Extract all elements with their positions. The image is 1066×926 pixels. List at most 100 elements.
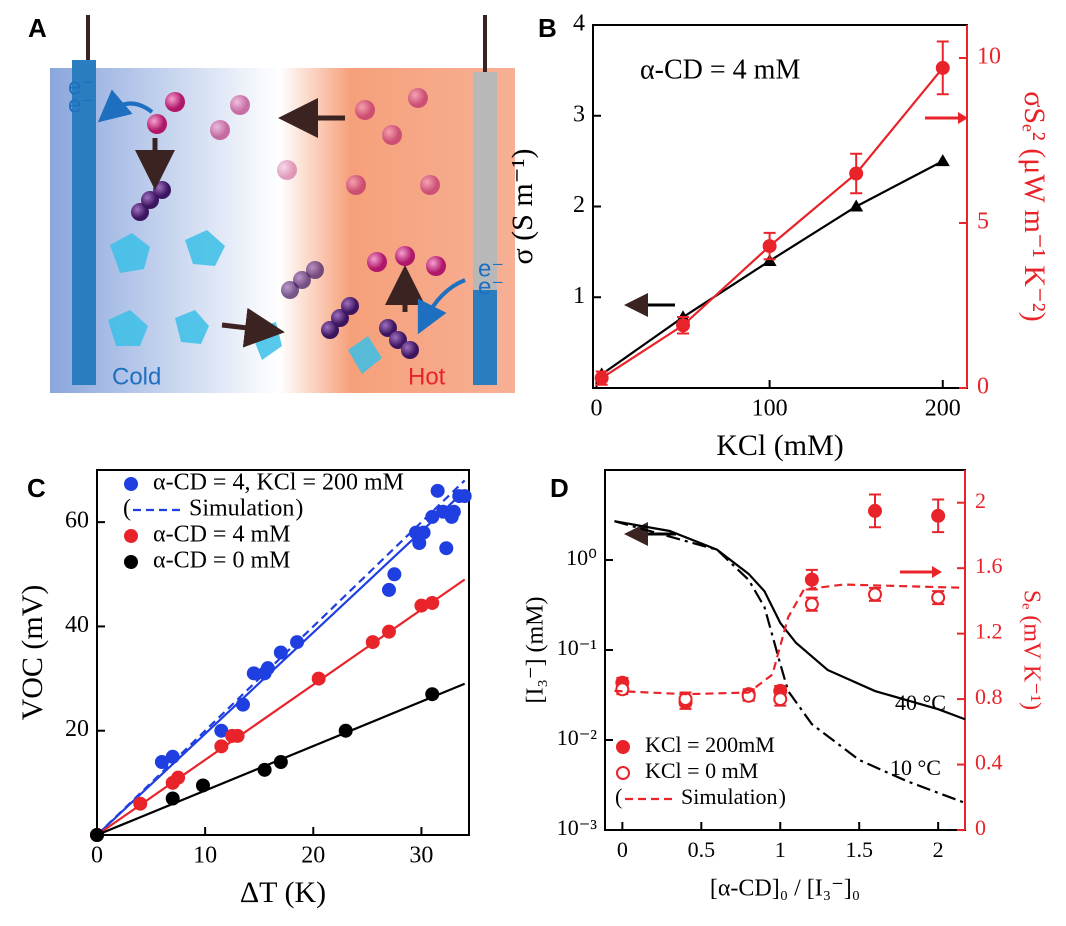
electron-label: e⁻ bbox=[68, 73, 94, 100]
marker bbox=[446, 504, 461, 519]
marker bbox=[387, 567, 402, 582]
legend-label: Simulation bbox=[681, 784, 778, 809]
series-line bbox=[614, 520, 966, 804]
marker bbox=[849, 199, 864, 212]
y2-axis-label: σSₑ² (μW m⁻¹ K⁻²) bbox=[1018, 91, 1051, 322]
annotation: 10 °C bbox=[890, 755, 941, 780]
x-tick-label: 0 bbox=[91, 843, 103, 869]
series-line bbox=[601, 67, 944, 380]
panel-label: B bbox=[538, 13, 557, 43]
x-tick-label: 20 bbox=[301, 843, 325, 869]
marker bbox=[616, 766, 630, 780]
y-tick-label: 60 bbox=[65, 508, 89, 534]
marker bbox=[154, 755, 169, 769]
x-tick-label: 30 bbox=[409, 843, 433, 869]
electron-label: e⁻ bbox=[68, 91, 94, 118]
arrows bbox=[135, 98, 425, 348]
y-tick-label: 4 bbox=[573, 11, 585, 37]
marker bbox=[439, 541, 454, 556]
marker bbox=[762, 239, 777, 254]
cold-electrode bbox=[72, 60, 96, 385]
axis-arrows bbox=[624, 112, 968, 578]
spheres bbox=[131, 88, 446, 359]
legend-bracket: ) bbox=[295, 496, 303, 522]
marker bbox=[124, 555, 138, 569]
marker bbox=[616, 740, 630, 754]
marker bbox=[381, 582, 396, 597]
y2-tick-label: 1.6 bbox=[975, 553, 1003, 578]
marker bbox=[935, 60, 950, 75]
panel-a: A e⁻ e⁻ e⁻ e⁻ Cold Hot bbox=[28, 13, 515, 393]
series-line bbox=[96, 578, 466, 836]
annotation: α-CD = 4 mM bbox=[640, 54, 800, 85]
legend-bracket: ) bbox=[779, 784, 786, 809]
cold-label: Cold bbox=[112, 363, 161, 390]
marker bbox=[594, 371, 609, 386]
marker bbox=[868, 503, 882, 518]
y-axis-label: VOC (mV) bbox=[16, 585, 49, 721]
marker bbox=[804, 597, 819, 612]
electron-arrow bbox=[417, 278, 466, 335]
marker bbox=[931, 590, 946, 605]
electron-label: e⁻ bbox=[478, 273, 504, 300]
x-tick-label: 100 bbox=[752, 396, 788, 422]
marker bbox=[849, 166, 864, 181]
panel-label: A bbox=[28, 13, 47, 43]
series-line bbox=[601, 160, 944, 376]
marker bbox=[615, 682, 630, 697]
y2-tick-label: 1.2 bbox=[975, 619, 1003, 644]
series-line bbox=[96, 682, 466, 837]
legend-label: α-CD = 4, KCl = 200 mM bbox=[153, 470, 404, 496]
electron-label: e⁻ bbox=[478, 255, 504, 282]
marker bbox=[311, 671, 326, 686]
y2-tick-label: 0.8 bbox=[975, 684, 1003, 709]
y2-tick-label: 10 bbox=[977, 44, 1001, 70]
x-axis-label: [α-CD]₀ / [I₃⁻]₀ bbox=[710, 876, 860, 902]
marker bbox=[804, 572, 819, 587]
y-tick-label: 20 bbox=[65, 716, 89, 742]
electrode-immersed bbox=[473, 290, 497, 385]
y2-tick-label: 5 bbox=[977, 209, 989, 235]
legend-bracket: ( bbox=[123, 496, 131, 522]
x-tick-label: 1.5 bbox=[845, 837, 873, 862]
x-tick-label: 10 bbox=[193, 843, 217, 869]
y-tick-label: 10⁻¹ bbox=[557, 635, 597, 660]
y-tick-label: 10⁻² bbox=[557, 725, 598, 750]
legend-label: Simulation bbox=[189, 496, 294, 522]
marker bbox=[235, 697, 250, 712]
series-line bbox=[96, 490, 466, 836]
marker bbox=[214, 723, 229, 738]
legend-label: KCl = 0 mM bbox=[645, 758, 758, 783]
y-tick-label: 10⁻³ bbox=[557, 815, 598, 840]
y2-tick-label: 0.4 bbox=[975, 750, 1003, 775]
y2-tick-label: 2 bbox=[975, 488, 986, 513]
x-tick-label: 0 bbox=[590, 396, 602, 422]
y2-tick-label: 0 bbox=[977, 374, 989, 400]
marker bbox=[931, 508, 946, 523]
marker bbox=[416, 525, 431, 540]
panel-label: D bbox=[550, 473, 569, 503]
x-tick-label: 2 bbox=[933, 837, 944, 862]
electron-arrow bbox=[97, 89, 154, 123]
x-axis-label: KCl (mM) bbox=[716, 429, 844, 462]
panel-label: C bbox=[27, 473, 46, 503]
legend-bracket: ( bbox=[615, 784, 622, 809]
marker bbox=[868, 587, 882, 602]
y-axis-label: [I₃⁻] (mM) bbox=[523, 596, 549, 703]
legend-label: α-CD = 4 mM bbox=[153, 522, 290, 548]
marker bbox=[430, 483, 445, 498]
x-axis-label: ΔT (K) bbox=[240, 876, 326, 909]
marker bbox=[935, 154, 950, 167]
x-tick-label: 200 bbox=[925, 396, 961, 422]
marker bbox=[124, 529, 138, 543]
plot-frame bbox=[96, 469, 470, 836]
y2-tick-label: 0 bbox=[975, 815, 986, 840]
annotation: 40 °C bbox=[895, 690, 946, 715]
marker bbox=[676, 318, 691, 333]
x-tick-label: 0.5 bbox=[688, 837, 716, 862]
series-line bbox=[614, 520, 966, 721]
x-tick-label: 0 bbox=[617, 837, 628, 862]
marker bbox=[773, 692, 788, 707]
y2-axis-label: Sₑ (mV K⁻¹) bbox=[1018, 590, 1044, 710]
